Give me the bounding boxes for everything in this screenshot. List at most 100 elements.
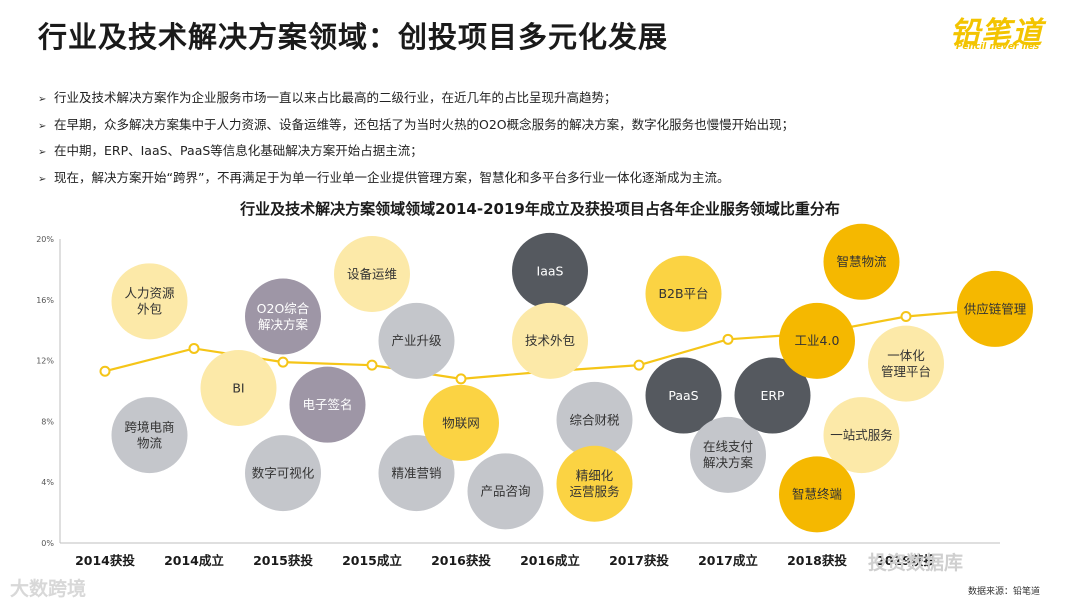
annotation-label: 解决方案 — [703, 455, 754, 470]
annotation-bubble — [957, 270, 1033, 347]
annotation-label: 一站式服务 — [830, 427, 893, 442]
data-point — [455, 373, 467, 385]
annotation-bubble — [423, 384, 499, 461]
data-point — [366, 359, 378, 371]
y-tick-label: 20% — [36, 235, 54, 244]
bullet-arrow-icon: ➢ — [38, 94, 47, 105]
x-tick-label: 2017成立 — [698, 553, 758, 568]
x-tick-label: 2014获投 — [75, 553, 135, 568]
x-tick-label: 2015获投 — [253, 553, 313, 568]
annotation-label: 物流 — [137, 435, 163, 450]
chart-title: 行业及技术解决方案领域领域2014-2019年成立及获投项目占各年企业服务领域比… — [240, 200, 840, 218]
annotation-bubble — [289, 366, 366, 443]
bullet-text: 现在，解决方案开始“跨界”，不再满足于为单一行业单一企业提供管理方案，智慧化和多… — [54, 169, 730, 185]
annotation-label: 精准营销 — [391, 465, 441, 480]
annotation-label: BI — [232, 380, 244, 395]
annotation-label: 综合财税 — [569, 412, 620, 427]
annotation-bubble — [645, 357, 722, 434]
annotation-label: 工业4.0 — [795, 333, 840, 348]
annotation-label: IaaS — [537, 263, 564, 278]
annotation-label: 供应链管理 — [964, 301, 1027, 316]
x-tick-label: 2019获投 — [876, 553, 936, 568]
annotation-label: 设备运维 — [347, 266, 397, 281]
bullet-arrow-icon: ➢ — [38, 120, 47, 132]
annotation-label: PaaS — [668, 388, 698, 403]
watermark-left: 大数跨境 — [10, 578, 87, 600]
bullet-item: ➢ 在早期，众多解决方案集中于人力资源、设备运维等，还包括了为当时火热的O2O概念… — [38, 113, 1058, 140]
annotation-label: 精细化 — [576, 468, 614, 483]
annotation-label: 智慧终端 — [792, 487, 842, 502]
bullet-text: 在中期，ERP、IaaS、PaaS等信息化基础解决方案开始占据主流； — [54, 143, 423, 158]
bullet-item: ➢ 在中期，ERP、IaaS、PaaS等信息化基础解决方案开始占据主流； — [38, 139, 1058, 166]
annotation-label: 运营服务 — [569, 484, 619, 499]
annotation-bubble — [690, 416, 766, 493]
page-title: 行业及技术解决方案领域：创投项目多元化发展 — [38, 20, 669, 54]
y-tick-label: 16% — [36, 296, 54, 305]
annotation-label: O2O综合 — [257, 301, 310, 316]
annotation-bubble — [378, 302, 455, 379]
x-tick-label: 2018获投 — [787, 553, 847, 568]
x-tick-label: 2016成立 — [520, 553, 580, 568]
annotation-label: 外包 — [137, 302, 162, 317]
annotation-bubble — [823, 397, 900, 474]
annotation-label: 电子签名 — [302, 397, 352, 412]
data-point — [633, 359, 645, 371]
y-tick-label: 4% — [41, 478, 54, 487]
annotation-label: 管理平台 — [881, 364, 931, 379]
annotation-label: 产品咨询 — [480, 484, 530, 499]
annotation-bubble — [111, 263, 188, 340]
annotation-bubble — [378, 435, 455, 512]
y-tick-label: 12% — [36, 357, 54, 366]
annotation-bubble — [823, 223, 900, 300]
watermark-right: 投资数据库 — [868, 552, 964, 574]
logo-tagline: Pencil never lies — [956, 42, 1040, 52]
annotation-bubble — [779, 456, 855, 533]
bullet-item: ➢ 现在，解决方案开始“跨界”，不再满足于为单一行业单一企业提供管理方案，智慧化和… — [38, 166, 1058, 193]
data-point — [99, 365, 111, 377]
annotation-label: 跨境电商 — [124, 419, 174, 434]
annotation-bubble — [334, 235, 410, 312]
data-point — [277, 356, 289, 368]
annotation-label: 一体化 — [887, 348, 925, 363]
annotation-bubble — [779, 302, 855, 379]
annotation-bubble — [645, 255, 722, 332]
brand-logo: 铅笔道 Pencil never lies — [948, 8, 1072, 56]
y-tick-label: 8% — [41, 417, 54, 426]
x-tick-label: 2014成立 — [164, 553, 224, 568]
x-tick-label: 2015成立 — [342, 553, 402, 568]
bullet-text: 在早期，众多解决方案集中于人力资源、设备运维等，还包括了为当时火热的O2O概念服… — [54, 116, 795, 132]
annotation-bubble — [245, 435, 321, 512]
bullet-arrow-icon: ➢ — [38, 147, 47, 158]
data-point — [900, 311, 912, 323]
annotation-label: 物联网 — [442, 415, 480, 430]
annotation-label: 技术外包 — [525, 333, 575, 348]
annotation-label: 产业升级 — [391, 333, 442, 348]
annotation-bubble — [111, 397, 188, 474]
annotation-label: 数字可视化 — [252, 465, 315, 480]
annotation-bubble — [200, 349, 277, 426]
x-tick-label: 2016获投 — [431, 553, 491, 568]
data-point — [188, 342, 200, 354]
data-source: 数据来源：铅笔道 — [968, 587, 1041, 597]
annotation-bubble — [556, 445, 633, 522]
annotation-bubble — [556, 381, 633, 458]
annotation-label: ERP — [760, 388, 785, 403]
logo-text: 铅笔道 — [950, 16, 1043, 51]
annotation-label: 解决方案 — [258, 317, 309, 332]
bullet-text: 行业及技术解决方案作为企业服务市场一直以来占比最高的二级行业，在近几年的占比呈现… — [54, 90, 617, 105]
x-tick-label: 2017获投 — [609, 553, 669, 568]
bullet-list: ➢ 行业及技术解决方案作为企业服务市场一直以来占比最高的二级行业，在近几年的占比呈… — [38, 86, 1058, 192]
annotation-bubble — [512, 302, 588, 379]
annotation-bubble — [512, 232, 588, 309]
annotation-label: B2B平台 — [658, 286, 708, 301]
annotation-label: 人力资源 — [124, 286, 175, 301]
y-tick-label: 0% — [41, 539, 54, 548]
bullet-arrow-icon: ➢ — [38, 173, 47, 185]
annotation-bubble — [245, 278, 321, 355]
annotation-label: 在线支付 — [703, 439, 753, 454]
annotation-label: 智慧物流 — [836, 254, 887, 269]
bullet-item: ➢ 行业及技术解决方案作为企业服务市场一直以来占比最高的二级行业，在近几年的占比呈… — [38, 86, 1058, 113]
annotation-bubble — [868, 325, 944, 402]
annotation-bubble — [734, 357, 811, 434]
